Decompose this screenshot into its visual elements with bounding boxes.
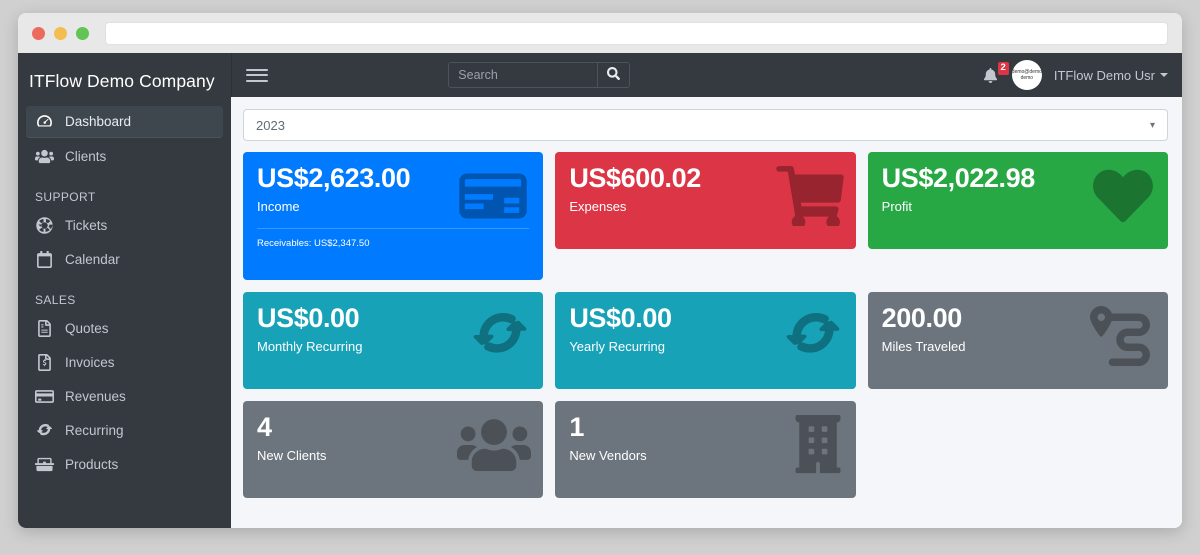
sidebar-item-dashboard[interactable]: Dashboard (26, 106, 223, 138)
main-content: 2023 ▾ US$2,623.00 Income Receivables: U… (231, 97, 1182, 528)
bell-icon (983, 67, 998, 83)
stat-label: Income (257, 199, 300, 215)
chevron-down-icon: ▾ (1149, 119, 1155, 131)
user-menu[interactable]: ITFlow Demo Usr (1054, 68, 1168, 83)
search-icon (607, 67, 621, 83)
stat-card-profit[interactable]: US$2,022.98 Profit (867, 152, 1168, 249)
sidebar-item-label: Products (65, 457, 119, 472)
recycle-icon (782, 306, 844, 366)
sidebar-item-quotes[interactable]: Quotes (26, 313, 223, 344)
stat-value: US$0.00 (257, 303, 360, 333)
content-wrapper: 2 demo@demo demo ITFlow Demo Usr 2023 ▾ (231, 53, 1182, 528)
stat-value: US$2,623.00 (257, 163, 411, 193)
stat-card-miles-traveled[interactable]: 200.00 Miles Traveled (867, 292, 1168, 389)
sidebar-item-invoices[interactable]: Invoices (26, 347, 223, 378)
sidebar-section-sales: SALES (35, 293, 76, 307)
stat-label: Expenses (569, 199, 627, 215)
stat-card-expenses[interactable]: US$600.02 Expenses (555, 152, 856, 249)
stat-label: New Clients (257, 448, 327, 464)
sidebar-item-label: Dashboard (65, 114, 132, 129)
notifications-button[interactable]: 2 (981, 61, 1009, 85)
sidebar-item-label: Revenues (65, 389, 126, 404)
sidebar-section-support: SUPPORT (35, 190, 96, 204)
invoice-file-icon (35, 354, 54, 371)
sidebar-item-label: Quotes (65, 321, 109, 336)
calendar-icon (35, 251, 54, 268)
sidebar-nav: Dashboard Clients SUPPORT Tickets (18, 106, 231, 480)
box-icon (35, 456, 54, 473)
app-viewport: ITFlow Demo Company Dashboard Clients SU… (18, 53, 1182, 528)
address-bar[interactable] (105, 21, 1168, 45)
recycle-icon (469, 306, 531, 366)
dashboard-icon (35, 113, 54, 130)
avatar-line-2: demo (1020, 75, 1034, 81)
stat-label: New Vendors (569, 448, 647, 464)
stat-value: US$2,022.98 (881, 163, 1036, 193)
stat-row-3-empty-slot (868, 401, 1168, 498)
minimize-window-button[interactable] (54, 26, 67, 40)
chevron-down-icon (1159, 73, 1168, 77)
sidebar: ITFlow Demo Company Dashboard Clients SU… (18, 53, 231, 528)
sidebar-item-revenues[interactable]: Revenues (26, 381, 223, 412)
year-filter-select[interactable]: 2023 ▾ (243, 109, 1168, 141)
credit-card-icon (35, 388, 54, 405)
topbar: 2 demo@demo demo ITFlow Demo Usr (231, 53, 1182, 97)
user-menu-label: ITFlow Demo Usr (1053, 67, 1155, 83)
avatar-line-1: demo@demo (1011, 69, 1042, 75)
maximize-window-button[interactable] (76, 26, 89, 40)
stat-label: Miles Traveled (881, 339, 966, 355)
shopping-cart-icon (775, 166, 844, 226)
close-window-button[interactable] (32, 26, 45, 40)
search-input[interactable] (449, 63, 598, 87)
heart-icon (1090, 166, 1156, 226)
browser-window: ITFlow Demo Company Dashboard Clients SU… (18, 13, 1182, 528)
sidebar-item-clients[interactable]: Clients (26, 141, 223, 172)
stat-value: 4 (257, 412, 272, 442)
sidebar-item-label: Clients (65, 149, 107, 164)
stat-value: US$600.02 (569, 163, 701, 193)
sidebar-item-label: Recurring (65, 423, 124, 438)
topbar-right-group: 2 demo@demo demo ITFlow Demo Usr (981, 60, 1168, 90)
stat-card-monthly-recurring[interactable]: US$0.00 Monthly Recurring (243, 292, 544, 389)
recycle-icon (35, 422, 54, 439)
stat-row-3: 4 New Clients 1 New Vendors (243, 401, 1168, 498)
notification-badge: 2 (997, 61, 1009, 75)
invoice-card-icon (455, 166, 531, 226)
stat-card-new-clients[interactable]: 4 New Clients (243, 401, 544, 498)
year-filter-value: 2023 (256, 117, 285, 133)
stat-label: Yearly Recurring (569, 339, 665, 355)
stat-footer: Receivables: US$2,347.50 (257, 228, 530, 249)
stat-value: 1 (569, 412, 584, 442)
window-controls (32, 26, 89, 40)
clients-icon (35, 148, 54, 165)
search-button[interactable] (597, 63, 630, 87)
building-icon (792, 415, 844, 475)
quote-file-icon (35, 320, 54, 337)
stat-row-1: US$2,623.00 Income Receivables: US$2,347… (243, 152, 1168, 280)
sidebar-brand[interactable]: ITFlow Demo Company (29, 71, 215, 91)
sidebar-item-label: Invoices (65, 355, 115, 370)
sidebar-item-label: Tickets (65, 218, 108, 233)
stat-label: Monthly Recurring (257, 339, 363, 355)
sidebar-item-recurring[interactable]: Recurring (26, 415, 223, 446)
sidebar-item-tickets[interactable]: Tickets (26, 210, 223, 241)
stat-card-new-vendors[interactable]: 1 New Vendors (555, 401, 856, 498)
avatar[interactable]: demo@demo demo (1011, 60, 1042, 90)
hamburger-icon[interactable] (246, 63, 268, 87)
search-box (448, 62, 631, 88)
sidebar-item-products[interactable]: Products (26, 449, 223, 480)
life-ring-icon (35, 217, 54, 234)
stat-value: US$0.00 (569, 303, 672, 333)
users-icon (457, 415, 532, 475)
stat-card-yearly-recurring[interactable]: US$0.00 Yearly Recurring (555, 292, 856, 389)
route-icon (1084, 306, 1156, 366)
sidebar-item-label: Calendar (65, 252, 120, 267)
stat-label: Profit (881, 199, 912, 215)
stat-card-income[interactable]: US$2,623.00 Income Receivables: US$2,347… (243, 152, 544, 280)
stat-value: 200.00 (881, 303, 963, 333)
stat-row-2: US$0.00 Monthly Recurring US$0.00 Yearly… (243, 292, 1168, 389)
sidebar-item-calendar[interactable]: Calendar (26, 244, 223, 275)
browser-titlebar (18, 13, 1182, 53)
